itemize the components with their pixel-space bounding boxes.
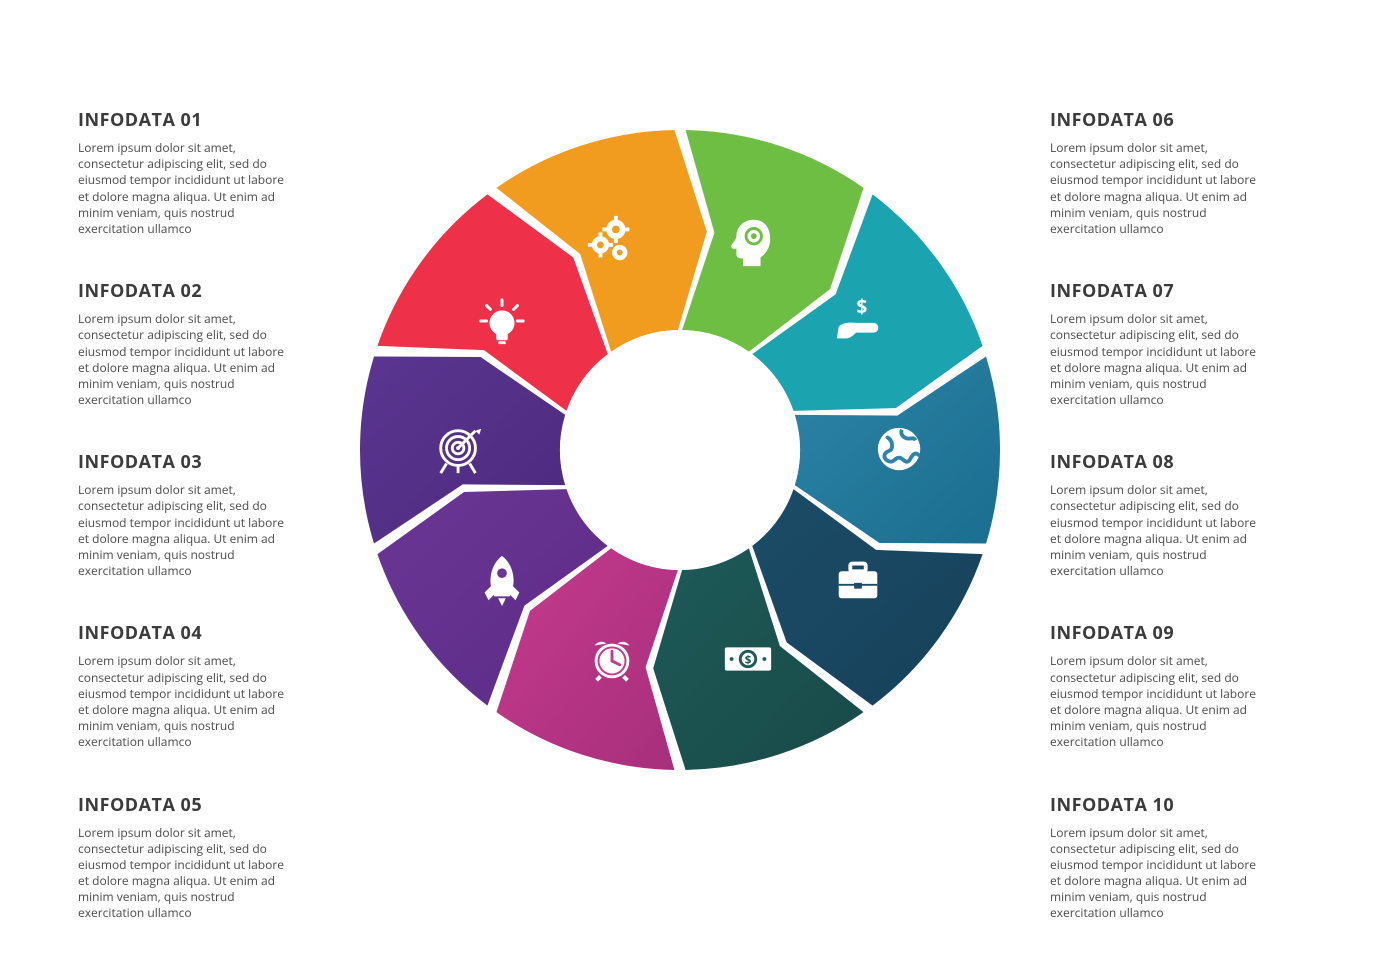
info-block-03: INFODATA 03 Lorem ipsum dolor sit amet, …: [78, 450, 318, 579]
info-block-08: INFODATA 08 Lorem ipsum dolor sit amet, …: [1050, 450, 1290, 579]
info-block-02: INFODATA 02 Lorem ipsum dolor sit amet, …: [78, 279, 318, 408]
info-title-07: INFODATA 07: [1050, 279, 1290, 303]
info-title-03: INFODATA 03: [78, 450, 318, 474]
info-body-06: Lorem ipsum dolor sit amet, consectetur …: [1050, 140, 1260, 237]
info-title-04: INFODATA 04: [78, 621, 318, 645]
info-title-02: INFODATA 02: [78, 279, 318, 303]
left-column: INFODATA 01 Lorem ipsum dolor sit amet, …: [78, 108, 318, 964]
infographic-root: INFODATA 01 Lorem ipsum dolor sit amet, …: [0, 0, 1400, 980]
info-body-01: Lorem ipsum dolor sit amet, consectetur …: [78, 140, 288, 237]
info-body-03: Lorem ipsum dolor sit amet, consectetur …: [78, 482, 288, 579]
info-body-09: Lorem ipsum dolor sit amet, consectetur …: [1050, 653, 1260, 750]
info-title-05: INFODATA 05: [78, 793, 318, 817]
center-hole: [560, 330, 800, 570]
info-body-07: Lorem ipsum dolor sit amet, consectetur …: [1050, 311, 1260, 408]
right-column: INFODATA 06 Lorem ipsum dolor sit amet, …: [1050, 108, 1290, 964]
info-body-02: Lorem ipsum dolor sit amet, consectetur …: [78, 311, 288, 408]
circular-diagram: [360, 130, 1000, 770]
info-title-06: INFODATA 06: [1050, 108, 1290, 132]
info-body-08: Lorem ipsum dolor sit amet, consectetur …: [1050, 482, 1260, 579]
info-block-04: INFODATA 04 Lorem ipsum dolor sit amet, …: [78, 621, 318, 750]
info-block-06: INFODATA 06 Lorem ipsum dolor sit amet, …: [1050, 108, 1290, 237]
info-body-04: Lorem ipsum dolor sit amet, consectetur …: [78, 653, 288, 750]
info-title-01: INFODATA 01: [78, 108, 318, 132]
info-body-05: Lorem ipsum dolor sit amet, consectetur …: [78, 825, 288, 922]
info-block-07: INFODATA 07 Lorem ipsum dolor sit amet, …: [1050, 279, 1290, 408]
info-title-10: INFODATA 10: [1050, 793, 1290, 817]
info-title-09: INFODATA 09: [1050, 621, 1290, 645]
info-block-05: INFODATA 05 Lorem ipsum dolor sit amet, …: [78, 793, 318, 922]
info-block-09: INFODATA 09 Lorem ipsum dolor sit amet, …: [1050, 621, 1290, 750]
info-body-10: Lorem ipsum dolor sit amet, consectetur …: [1050, 825, 1260, 922]
info-block-10: INFODATA 10 Lorem ipsum dolor sit amet, …: [1050, 793, 1290, 922]
info-title-08: INFODATA 08: [1050, 450, 1290, 474]
info-block-01: INFODATA 01 Lorem ipsum dolor sit amet, …: [78, 108, 318, 237]
